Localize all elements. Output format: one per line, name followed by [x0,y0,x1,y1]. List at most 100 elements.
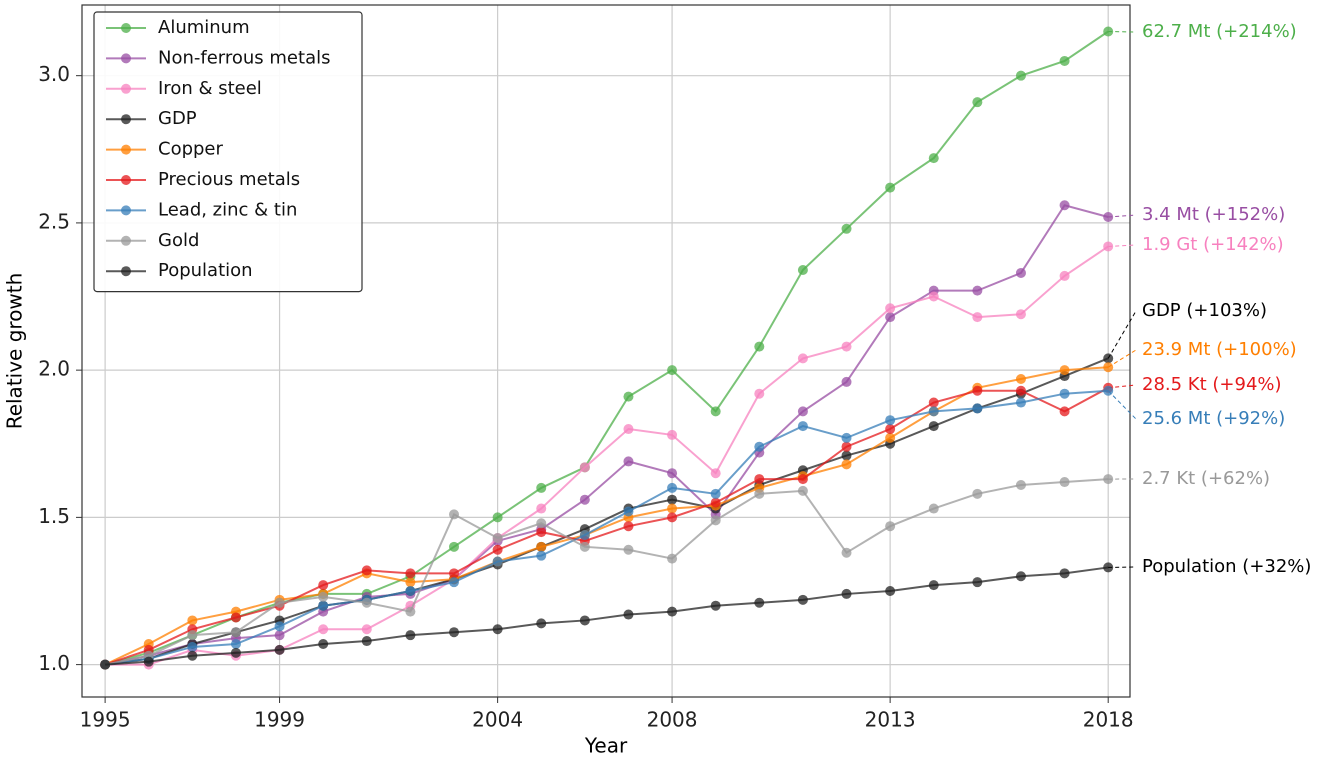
data-point [492,624,503,635]
data-point [1015,479,1026,490]
data-point [318,591,329,602]
data-point [230,647,241,658]
data-point [623,424,634,435]
legend-marker [121,53,131,64]
data-point [797,421,808,432]
data-point [449,541,460,552]
label-connector [1108,244,1137,247]
legend-marker [121,114,131,125]
legend-label: Aluminum [158,17,250,38]
data-point [667,553,678,564]
data-point [449,577,460,588]
data-point [361,565,372,576]
series-line [104,204,1109,666]
data-point [754,474,765,485]
data-point [841,588,852,599]
data-point [405,585,416,596]
data-point [405,577,416,588]
legend-box [93,11,363,293]
series-line [105,566,1109,666]
end-label: 62.7 Mt (+214%) [1142,21,1297,42]
data-point [536,503,547,514]
data-point [667,468,678,479]
data-point [972,577,983,588]
data-point [797,353,808,364]
series-line [104,366,1109,666]
data-point [318,624,329,635]
data-point [667,482,678,493]
data-point [928,291,939,302]
end-label: 1.9 Gt (+142%) [1142,234,1284,255]
data-point [667,365,678,376]
data-point [274,621,285,632]
y-tick-label: 1.0 [38,651,70,675]
legend-label: Gold [158,230,199,251]
data-point [274,597,285,608]
data-point [667,429,678,440]
data-point [1059,200,1070,211]
data-point [797,265,808,276]
legend-label: Iron & steel [158,78,262,99]
data-point [579,541,590,552]
label-connector [1107,310,1137,359]
data-point [492,544,503,555]
data-point [623,609,634,620]
data-point [1059,365,1070,376]
data-point [972,403,983,414]
data-point [885,182,896,193]
data-point [623,391,634,402]
data-point [405,606,416,617]
data-point [318,638,329,649]
end-label: GDP (+103%) [1142,300,1267,321]
data-point [928,421,939,432]
end-label: Population (+32%) [1142,556,1311,577]
data-point [318,600,329,611]
data-point [1015,70,1026,81]
data-point [710,488,721,499]
end-label: 28.5 Kt (+94%) [1142,374,1282,395]
data-point [841,547,852,558]
data-point [1059,568,1070,579]
data-point [885,585,896,596]
data-point [885,432,896,443]
data-point [710,468,721,479]
data-point [928,153,939,164]
data-point [841,450,852,461]
data-point [536,482,547,493]
data-point [536,550,547,561]
data-point [449,568,460,579]
legend-marker [121,175,131,185]
data-point [187,650,198,661]
data-point [230,638,241,649]
data-point [928,406,939,417]
data-point [710,497,721,508]
data-point [797,594,808,605]
data-point [1059,388,1070,399]
series-line [104,30,1109,666]
data-point [928,397,939,408]
data-point [972,312,983,323]
end-label: 2.7 Kt (+62%) [1142,468,1270,489]
y-tick-label: 3.0 [38,62,70,86]
data-point [623,544,634,555]
data-point [623,456,634,467]
legend-label: Copper [158,139,224,160]
data-point [841,223,852,234]
end-label: 23.9 Mt (+100%) [1142,339,1297,360]
data-point [1015,373,1026,384]
data-point [579,494,590,505]
legend-marker [121,83,131,94]
data-point [405,568,416,579]
data-point [972,285,983,296]
legend-marker [121,235,131,246]
data-point [885,415,896,426]
data-point [1015,397,1026,408]
x-tick-label: 1995 [80,708,131,732]
label-connector [1108,384,1137,389]
data-point [1059,270,1070,281]
data-point [492,532,503,543]
data-point [536,518,547,529]
end-label: 25.6 Mt (+92%) [1142,408,1285,429]
legend-marker [121,144,131,155]
data-point [667,512,678,523]
